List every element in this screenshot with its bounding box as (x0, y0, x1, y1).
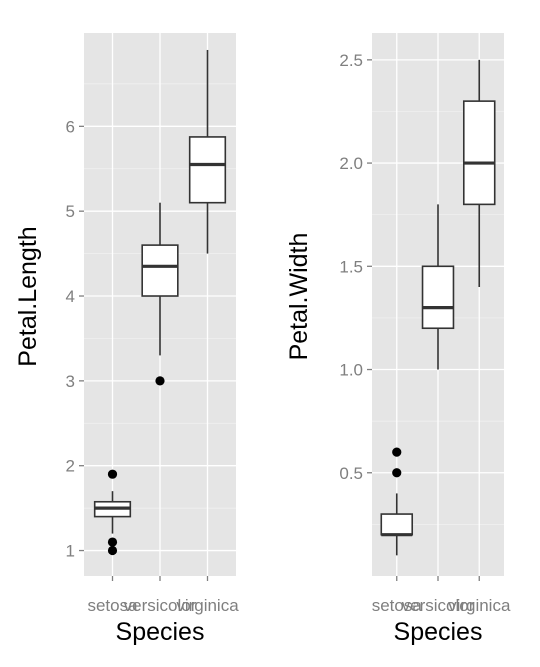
outlier-point (107, 537, 118, 547)
y-tick-label: 2 (66, 457, 75, 476)
x-tick-label-setosa: setosa (87, 596, 138, 615)
box-iqr (141, 244, 179, 297)
outlier-point (392, 468, 402, 478)
box-virginica (462, 59, 496, 287)
outlier-point (107, 469, 118, 479)
outlier-point (392, 447, 402, 457)
y-tick-label: 5 (66, 202, 75, 221)
box-versicolor (421, 204, 455, 370)
y-tick-label: 1.0 (339, 361, 363, 380)
box-iqr (462, 100, 496, 206)
box-setosa (380, 447, 414, 556)
x-tick-label-virginica: virginica (448, 596, 511, 615)
outlier-point (107, 545, 118, 556)
y-tick-label: 1.5 (339, 257, 363, 276)
y-tick-label: 2.5 (339, 51, 363, 70)
y-tick-label: 3 (66, 372, 75, 391)
y-axis-title: Petal.Width (285, 233, 313, 361)
x-axis-title: Species (394, 618, 483, 646)
box-iqr (188, 136, 227, 204)
box-iqr (380, 513, 414, 536)
y-axis-title: Petal.Length (14, 226, 42, 366)
box-setosa (93, 469, 132, 556)
y-tick-label: 1 (66, 542, 75, 561)
x-tick-label-virginica: virginica (176, 596, 239, 615)
x-tick-label-setosa: setosa (372, 596, 423, 615)
y-tick-label: 6 (66, 117, 75, 136)
x-tick-label-versicolor: versicolor (402, 596, 475, 615)
x-axis-title: Species (116, 618, 205, 646)
y-tick-label: 4 (66, 287, 75, 306)
box-virginica (188, 49, 227, 254)
box-versicolor (141, 202, 179, 386)
y-tick-label: 2.0 (339, 154, 363, 173)
y-tick-label: 0.5 (339, 464, 363, 483)
x-tick-label-versicolor: versicolor (124, 596, 197, 615)
panel-2-group: 0.5 1.0 1.5 2.0 2.5 setosaversicolorvirginica… (285, 33, 511, 646)
outlier-point (155, 376, 165, 386)
box-iqr (421, 265, 455, 330)
